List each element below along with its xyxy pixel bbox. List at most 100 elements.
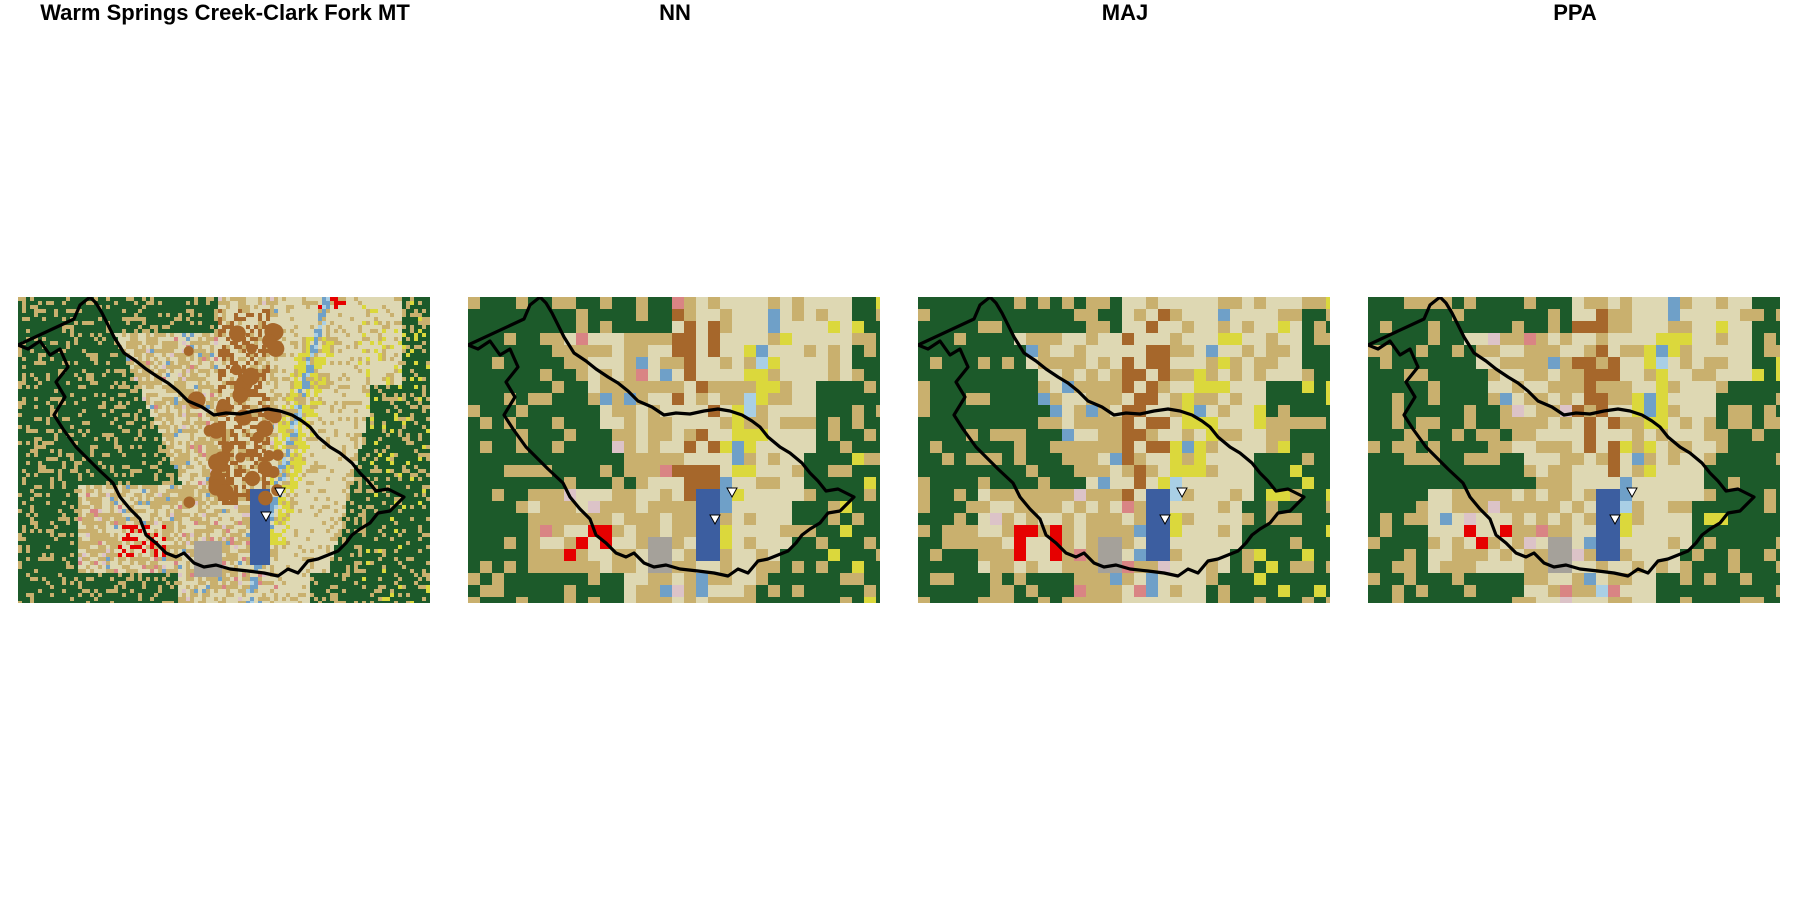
landcover-cell (38, 445, 43, 450)
landcover-cell (202, 309, 207, 314)
landcover-cell (274, 441, 279, 446)
landcover-cell (162, 321, 167, 326)
landcover-cell (334, 389, 339, 394)
landcover-cell (342, 353, 347, 358)
landcover-cell (310, 401, 315, 406)
landcover-cell (326, 381, 331, 386)
landcover-cell (222, 385, 227, 390)
landcover-cell (138, 337, 143, 342)
landcover-cell (82, 369, 87, 374)
landcover-cell (178, 417, 183, 422)
landcover-cell (50, 357, 55, 362)
landcover-cell (394, 393, 399, 398)
landcover-cell (26, 305, 31, 310)
landcover-cell (42, 309, 47, 314)
landcover-cell (110, 301, 115, 306)
landcover-cell (386, 393, 391, 398)
landcover-cell (262, 309, 267, 314)
landcover-cell (426, 485, 430, 490)
landcover-cell (218, 389, 223, 394)
landcover-cell (350, 481, 355, 486)
landcover-cell (282, 297, 287, 302)
landcover-cell (46, 433, 51, 438)
landcover-cell (254, 441, 259, 446)
landcover-cell (418, 425, 423, 430)
landcover-cell (370, 381, 375, 386)
landcover-cell (94, 445, 99, 450)
landcover-cell (142, 297, 147, 302)
landcover-cell (426, 389, 430, 394)
landcover-cell (190, 357, 195, 362)
landcover-cell (122, 361, 127, 366)
landcover-cell (314, 353, 319, 358)
landcover-cell (46, 313, 51, 318)
landcover-cell (314, 365, 319, 370)
landcover-cell (246, 329, 251, 334)
landcover-cell (90, 325, 95, 330)
landcover-cell (190, 485, 195, 490)
landcover-cell (366, 329, 371, 334)
landcover-cell (170, 397, 175, 402)
landcover-cell (238, 437, 243, 442)
landcover-cell (422, 445, 427, 450)
landcover-cell (46, 417, 51, 422)
landcover-cell (174, 341, 179, 346)
landcover-cell (234, 477, 239, 482)
landcover-cell (158, 309, 163, 314)
landcover-cell (90, 385, 95, 390)
landcover-cell (186, 425, 191, 430)
landcover-cell (78, 481, 83, 486)
landcover-cell (278, 429, 283, 434)
landcover-cell (314, 341, 319, 346)
landcover-cell (98, 333, 103, 338)
landcover-cell (410, 465, 415, 470)
landcover-cell (290, 449, 295, 454)
landcover-cell (62, 361, 67, 366)
landcover-cell (178, 337, 183, 342)
landcover-cell (26, 433, 31, 438)
landcover-cell (26, 397, 31, 402)
landcover-cell (154, 457, 159, 462)
landcover-cell (86, 321, 91, 326)
landcover-cell (30, 313, 35, 318)
landcover-cell (158, 421, 163, 426)
landcover-cell (210, 405, 215, 410)
landcover-cell (382, 477, 387, 482)
landcover-cell (310, 377, 315, 382)
landcover-cell (222, 369, 227, 374)
landcover-cell (286, 481, 291, 486)
landcover-cell (370, 477, 375, 482)
landcover-cell (406, 369, 411, 374)
landcover-cell (166, 429, 171, 434)
landcover-cell (150, 325, 155, 330)
landcover-cell (338, 485, 343, 490)
landcover-cell (118, 317, 123, 322)
landcover-cell (122, 401, 127, 406)
landcover-cell (38, 457, 43, 462)
landcover-cell (70, 381, 75, 386)
landcover-cell (346, 349, 351, 354)
landcover-cell (410, 485, 415, 490)
landcover-cell (422, 401, 427, 406)
landcover-cell (414, 453, 419, 458)
landcover-cell (138, 461, 143, 466)
landcover-cell (246, 301, 251, 306)
landcover-cell (102, 297, 107, 302)
landcover-cell (106, 353, 111, 358)
landcover-cell (422, 373, 427, 378)
landcover-cell (362, 429, 367, 434)
landcover-cell (178, 481, 183, 486)
landcover-cell (126, 325, 131, 330)
landcover-cell (318, 329, 323, 334)
landcover-cell (294, 341, 299, 346)
landcover-cell (398, 369, 403, 374)
landcover-cell (318, 309, 323, 314)
landcover-cell (346, 353, 351, 358)
landcover-cell (182, 405, 187, 410)
landcover-cell (378, 381, 383, 386)
landcover-cell (230, 437, 235, 442)
landcover-cell (54, 481, 59, 486)
landcover-cell (98, 369, 103, 374)
landcover-cell (66, 345, 71, 350)
landcover-cell (102, 373, 107, 378)
